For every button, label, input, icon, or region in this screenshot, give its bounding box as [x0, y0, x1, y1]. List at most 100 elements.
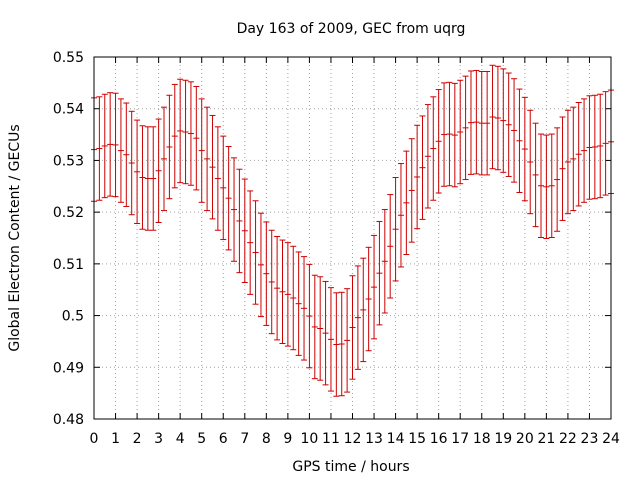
x-tick-label: 4 — [176, 431, 185, 447]
error-bar — [376, 220, 383, 326]
error-bar — [144, 126, 151, 231]
error-bar — [204, 106, 211, 212]
error-bar — [527, 109, 534, 215]
error-bar — [586, 95, 593, 200]
x-tick-label: 7 — [240, 431, 249, 447]
error-bar — [559, 116, 566, 221]
error-bar — [419, 115, 426, 220]
error-bar — [414, 124, 421, 230]
error-bar — [327, 287, 334, 392]
chart-title: Day 163 of 2009, GEC from uqrg — [237, 21, 466, 37]
error-bar — [338, 291, 345, 397]
x-tick-label: 5 — [197, 431, 206, 447]
error-bar — [591, 94, 598, 200]
error-bar — [543, 134, 550, 240]
x-tick-label: 11 — [322, 431, 340, 447]
y-tick-label: 0.54 — [53, 102, 84, 118]
error-bar — [290, 245, 297, 351]
error-bar — [554, 127, 561, 232]
error-bar — [134, 119, 141, 225]
error-bar — [301, 256, 308, 361]
error-bar — [284, 242, 291, 347]
error-bar — [462, 75, 469, 181]
x-tick-label: 19 — [494, 431, 512, 447]
error-bar — [128, 110, 135, 216]
x-axis-label: GPS time / hours — [292, 459, 409, 475]
x-tick-label: 20 — [516, 431, 534, 447]
error-bar — [236, 168, 243, 274]
y-tick-label: 0.48 — [53, 412, 84, 428]
x-tick-label: 1 — [111, 431, 120, 447]
x-tick-label: 10 — [301, 431, 319, 447]
error-bar — [155, 118, 162, 223]
error-bar — [505, 72, 512, 177]
error-bar — [575, 102, 582, 207]
error-bar — [214, 126, 221, 231]
x-tick-label: 2 — [133, 431, 142, 447]
error-bar — [295, 251, 302, 356]
error-bar — [570, 106, 577, 212]
error-bar — [322, 280, 329, 386]
error-bar — [403, 150, 410, 256]
error-bar — [397, 163, 404, 268]
error-bar — [112, 92, 119, 198]
plot-frame — [93, 56, 612, 420]
error-bar — [521, 96, 528, 202]
error-bar — [96, 96, 103, 201]
y-axis-label: Global Electron Content / GECUs — [7, 124, 23, 351]
error-bar — [182, 79, 189, 185]
error-bar — [333, 292, 340, 397]
error-bar — [231, 157, 238, 262]
error-bar — [263, 221, 270, 326]
error-bar — [252, 200, 259, 305]
error-bar — [166, 94, 173, 200]
error-bar — [117, 98, 124, 203]
error-bar — [268, 229, 275, 335]
error-bar — [354, 265, 361, 370]
y-tick-label: 0.5 — [62, 309, 84, 325]
error-bar — [101, 93, 108, 199]
error-bar — [564, 109, 571, 215]
error-bar — [446, 81, 453, 187]
x-tick-label: 15 — [408, 431, 426, 447]
error-bar — [467, 70, 474, 175]
x-tick-label: 6 — [219, 431, 228, 447]
error-bar — [494, 65, 501, 171]
error-bar — [198, 98, 205, 203]
error-bar — [274, 235, 281, 341]
error-bar — [548, 133, 555, 238]
x-tick-label: 22 — [559, 431, 577, 447]
y-tick-labels: 0.48 0.49 0.5 0.51 0.52 0.53 0.54 0.55 — [53, 50, 84, 428]
error-bar — [209, 114, 216, 220]
x-tick-label: 23 — [581, 431, 599, 447]
x-tick-label: 16 — [430, 431, 448, 447]
error-bar — [537, 133, 544, 238]
error-bar — [532, 122, 539, 228]
error-bar — [311, 274, 318, 380]
error-bar — [220, 135, 227, 241]
error-bar — [489, 64, 496, 170]
x-tick-label: 13 — [365, 431, 383, 447]
error-bar — [257, 212, 264, 318]
error-bar — [107, 92, 114, 197]
y-tick-label: 0.53 — [53, 153, 84, 169]
error-bar — [241, 178, 248, 283]
error-bar — [424, 104, 431, 209]
error-bar — [581, 98, 588, 203]
x-tick-label: 0 — [90, 431, 99, 447]
error-bar — [171, 83, 178, 189]
error-bar — [484, 70, 491, 176]
x-tick-label: 14 — [387, 431, 405, 447]
error-bar — [441, 82, 448, 187]
error-bar — [473, 69, 480, 175]
y-tick-label: 0.55 — [53, 50, 84, 66]
axis-ticks — [93, 56, 612, 420]
error-bar — [247, 190, 254, 295]
error-bar — [306, 263, 313, 369]
error-bar — [451, 82, 458, 188]
x-tick-label: 8 — [262, 431, 271, 447]
x-tick-label: 17 — [451, 431, 469, 447]
error-bar — [516, 88, 523, 193]
error-bar — [371, 234, 378, 340]
